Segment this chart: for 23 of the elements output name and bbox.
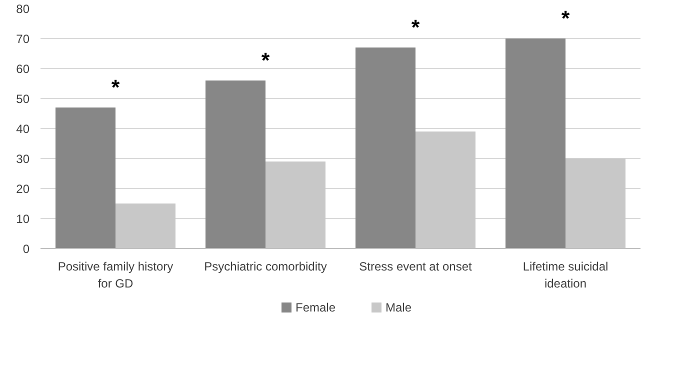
annotation: *: [111, 76, 120, 100]
x-tick-label: Stress event at onset: [359, 260, 473, 274]
annotation: *: [411, 16, 420, 40]
y-tick-label: 50: [16, 92, 30, 106]
y-tick-label: 80: [16, 2, 30, 16]
y-tick-label: 60: [16, 62, 30, 76]
y-tick-label: 30: [16, 152, 30, 166]
y-tick-label: 0: [22, 242, 30, 256]
y-tick-label: 40: [16, 122, 30, 136]
bar: [206, 80, 266, 248]
x-tick-label: Lifetime suicidal ideation: [522, 260, 608, 290]
annotation: *: [261, 48, 270, 72]
y-tick-label: 70: [16, 32, 30, 46]
legend-label: Male: [386, 300, 412, 314]
bar: [356, 48, 416, 248]
bar: [56, 108, 116, 248]
bar: [506, 38, 566, 248]
legend-label: Female: [296, 300, 336, 314]
annotation: *: [561, 6, 570, 30]
x-tick-label: Positive family history for GD: [58, 260, 174, 290]
y-tick-label: 10: [16, 212, 30, 226]
x-tick-label: Psychiatric comorbidity: [204, 260, 327, 274]
y-tick-label: 20: [16, 182, 30, 196]
